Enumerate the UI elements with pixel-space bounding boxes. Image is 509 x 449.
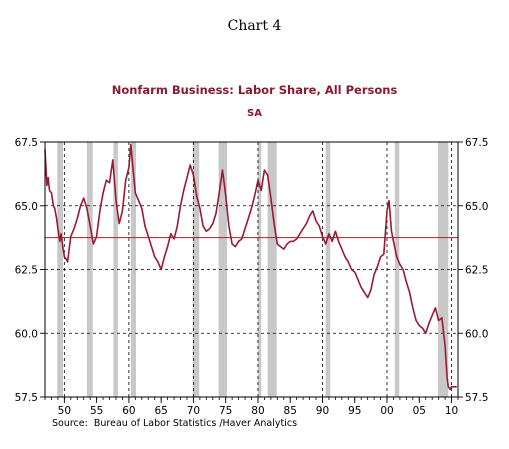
chart-subtitle: SA [247, 108, 262, 119]
x-tick-label: 80 [251, 405, 264, 417]
axes: 50 55 60 65 70 75 80 85 90 95 00 05 10 57.5 57.5 60.0 60… [15, 137, 489, 417]
grid-lines [45, 142, 458, 397]
x-tick-label: 95 [348, 405, 361, 417]
recession-band [218, 142, 227, 397]
source-note: Source: Bureau of Labor Statistics /Have… [52, 418, 298, 429]
y-tick-label-left: 65.0 [15, 201, 38, 213]
chart-number: Chart 4 [227, 18, 282, 34]
x-tick-label: 90 [316, 405, 329, 417]
y-tick-label-right: 57.5 [465, 392, 488, 404]
y-tick-label-right: 67.5 [465, 137, 488, 149]
x-tick-label: 70 [187, 405, 200, 417]
x-tick-label: 50 [58, 405, 71, 417]
y-tick-label-right: 65.0 [465, 201, 488, 213]
x-tick-label: 75 [219, 405, 232, 417]
recession-band [394, 142, 400, 397]
y-tick-label-left: 57.5 [15, 392, 38, 404]
y-tick-label-left: 67.5 [15, 137, 38, 149]
x-tick-label: 55 [90, 405, 103, 417]
recession-band [257, 142, 262, 397]
recession-band [113, 142, 118, 397]
x-tick-label: 65 [154, 405, 167, 417]
x-tick-label: 10 [445, 405, 458, 417]
y-tick-label-left: 60.0 [15, 328, 38, 340]
x-tick-label: 05 [413, 405, 426, 417]
recession-band [57, 142, 64, 397]
series-line-labor-share [44, 143, 457, 391]
x-tick-label: 85 [284, 405, 297, 417]
recession-band [130, 142, 136, 397]
y-tick-label-left: 62.5 [15, 265, 38, 277]
chart-title: Nonfarm Business: Labor Share, All Perso… [111, 83, 398, 97]
x-tick-label: 00 [380, 405, 393, 417]
y-tick-label-right: 60.0 [465, 328, 488, 340]
y-tick-label-right: 62.5 [465, 265, 488, 277]
x-tick-label: 60 [122, 405, 135, 417]
recession-band [267, 142, 277, 397]
